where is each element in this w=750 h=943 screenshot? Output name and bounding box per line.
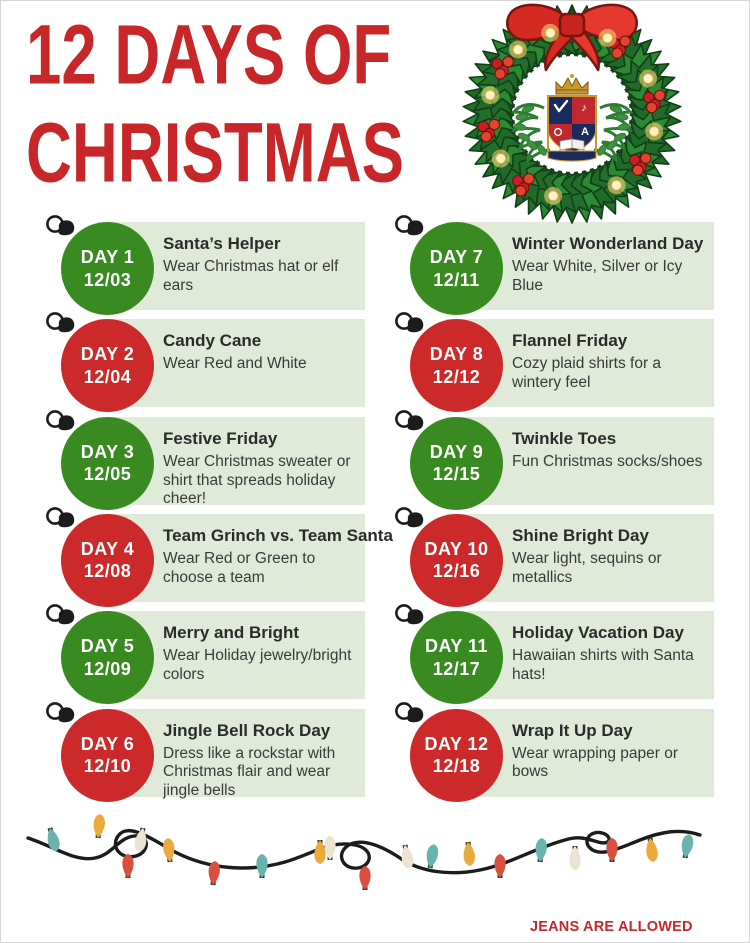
svg-text:A: A — [581, 126, 589, 138]
svg-text:♪: ♪ — [581, 102, 587, 114]
